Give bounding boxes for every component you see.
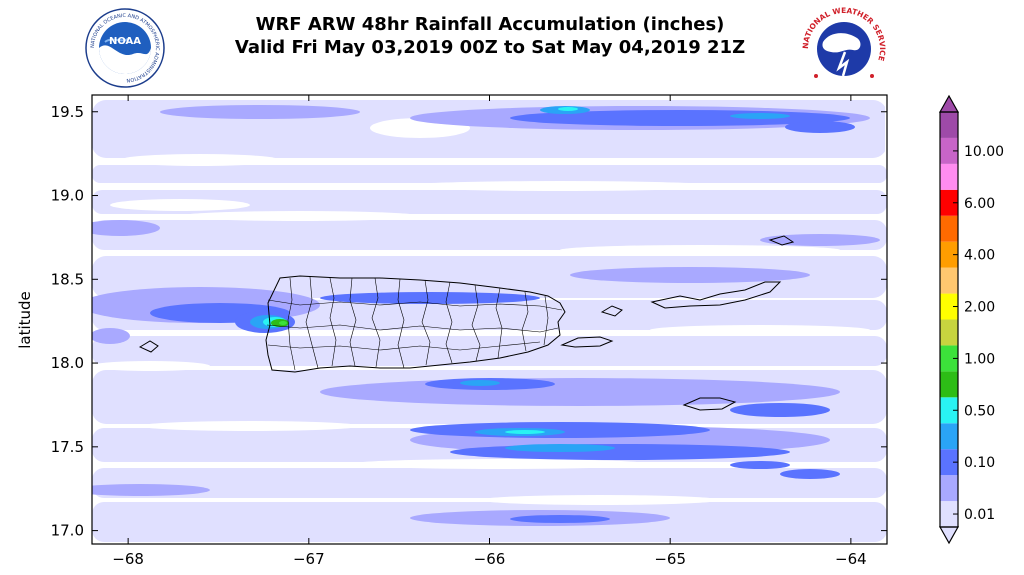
coastlines [138,235,795,411]
nws-logo: NATIONAL WEATHER SERVICE [801,6,887,90]
x-tick-label: −64 [835,550,867,568]
x-tick-label: −65 [654,550,686,568]
rain-1-00-area [279,321,287,325]
noaa-logo: NOAA NATIONAL OCEANIC AND ATMOSPHERIC AD… [85,8,165,88]
x-tick-label: −68 [112,550,144,568]
y-tick-label: 17.0 [51,522,84,540]
axes: −68 −67 −66 −65 −64 17.0 17.5 18.0 18.5 19.0 19.5 [51,95,887,568]
chart-title: WRF ARW 48hr Rainfall Accumulation (inch… [255,14,725,35]
chart-subtitle: Valid Fri May 03,2019 00Z to Sat May 04,… [234,37,746,58]
y-axis-label: latitude [16,291,34,349]
y-tick-label: 17.5 [51,438,84,456]
st-croix-outline [682,397,737,411]
anegada-outline [768,235,795,246]
y-tick-label: 18.0 [51,354,84,372]
x-tick-label: −66 [474,550,506,568]
vieques-outline [560,336,614,348]
puerto-rico-outline [265,275,566,373]
municipality-boundaries [266,276,563,371]
x-tick-label: −67 [293,550,325,568]
rainfall-field [92,100,887,542]
y-tick-label: 19.5 [51,103,84,121]
virgin-islands-outline [650,281,782,309]
mona-outline [138,340,159,353]
y-tick-label: 19.0 [51,187,84,205]
culebra-outline [600,305,623,317]
y-tick-label: 18.5 [51,270,84,288]
edge-gap [885,100,887,160]
dry-gaps [92,118,870,505]
svg-text:NOAA: NOAA [109,36,141,47]
